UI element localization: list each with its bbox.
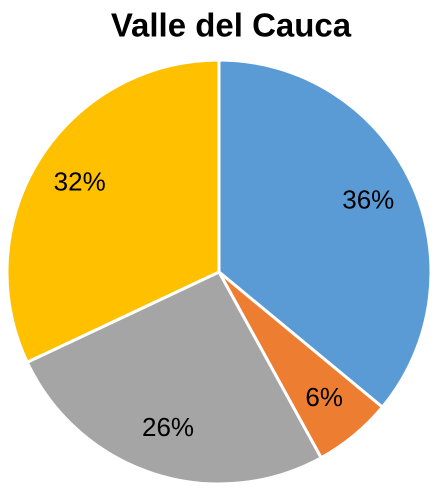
chart-title: Valle del Cauca (111, 7, 352, 44)
data-label: 36% (342, 185, 394, 215)
data-label: 6% (305, 382, 343, 412)
data-label: 26% (142, 412, 194, 442)
pie-slice (25, 270, 324, 486)
data-label: 32% (54, 166, 106, 196)
pie-slice (5, 58, 221, 365)
pie-slice (217, 58, 433, 410)
